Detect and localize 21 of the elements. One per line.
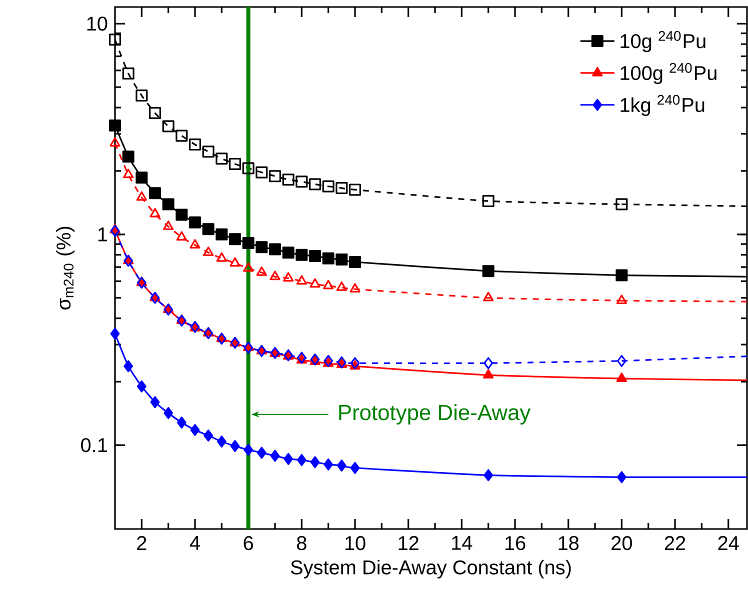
- x-tick-label: 6: [244, 536, 254, 550]
- legend-label: 1kg $^{240}$Pu: [620, 94, 704, 116]
- x-tick-label: 4: [190, 536, 200, 550]
- x-tick-label: 16: [505, 536, 526, 550]
- y-tick-label: 1: [98, 228, 108, 242]
- x-tick-label: 10: [345, 536, 366, 550]
- x-axis-title: System Die-Away Constant (ns): [290, 560, 571, 578]
- x-tick-label: 12: [398, 536, 418, 550]
- x-tick-label: 18: [558, 536, 579, 550]
- x-tick-label: 2: [137, 536, 146, 550]
- x-tick-label: 20: [612, 536, 632, 550]
- x-tick-label: 14: [452, 536, 472, 550]
- y-tick-label: 0.1: [81, 438, 108, 452]
- x-tick-label: 24: [718, 536, 739, 550]
- y-tick-label: 10: [87, 16, 108, 31]
- legend-label: 100g $^{240}$Pu: [620, 62, 716, 84]
- ref-line-label: Prototype Die-Away: [339, 404, 531, 425]
- legend-label: 10g $^{240}$Pu: [620, 31, 706, 52]
- x-tick-label: 8: [297, 536, 306, 550]
- y-axis-title: σ$_{m240}$ (%): [56, 226, 75, 310]
- x-tick-label: 22: [664, 536, 686, 550]
